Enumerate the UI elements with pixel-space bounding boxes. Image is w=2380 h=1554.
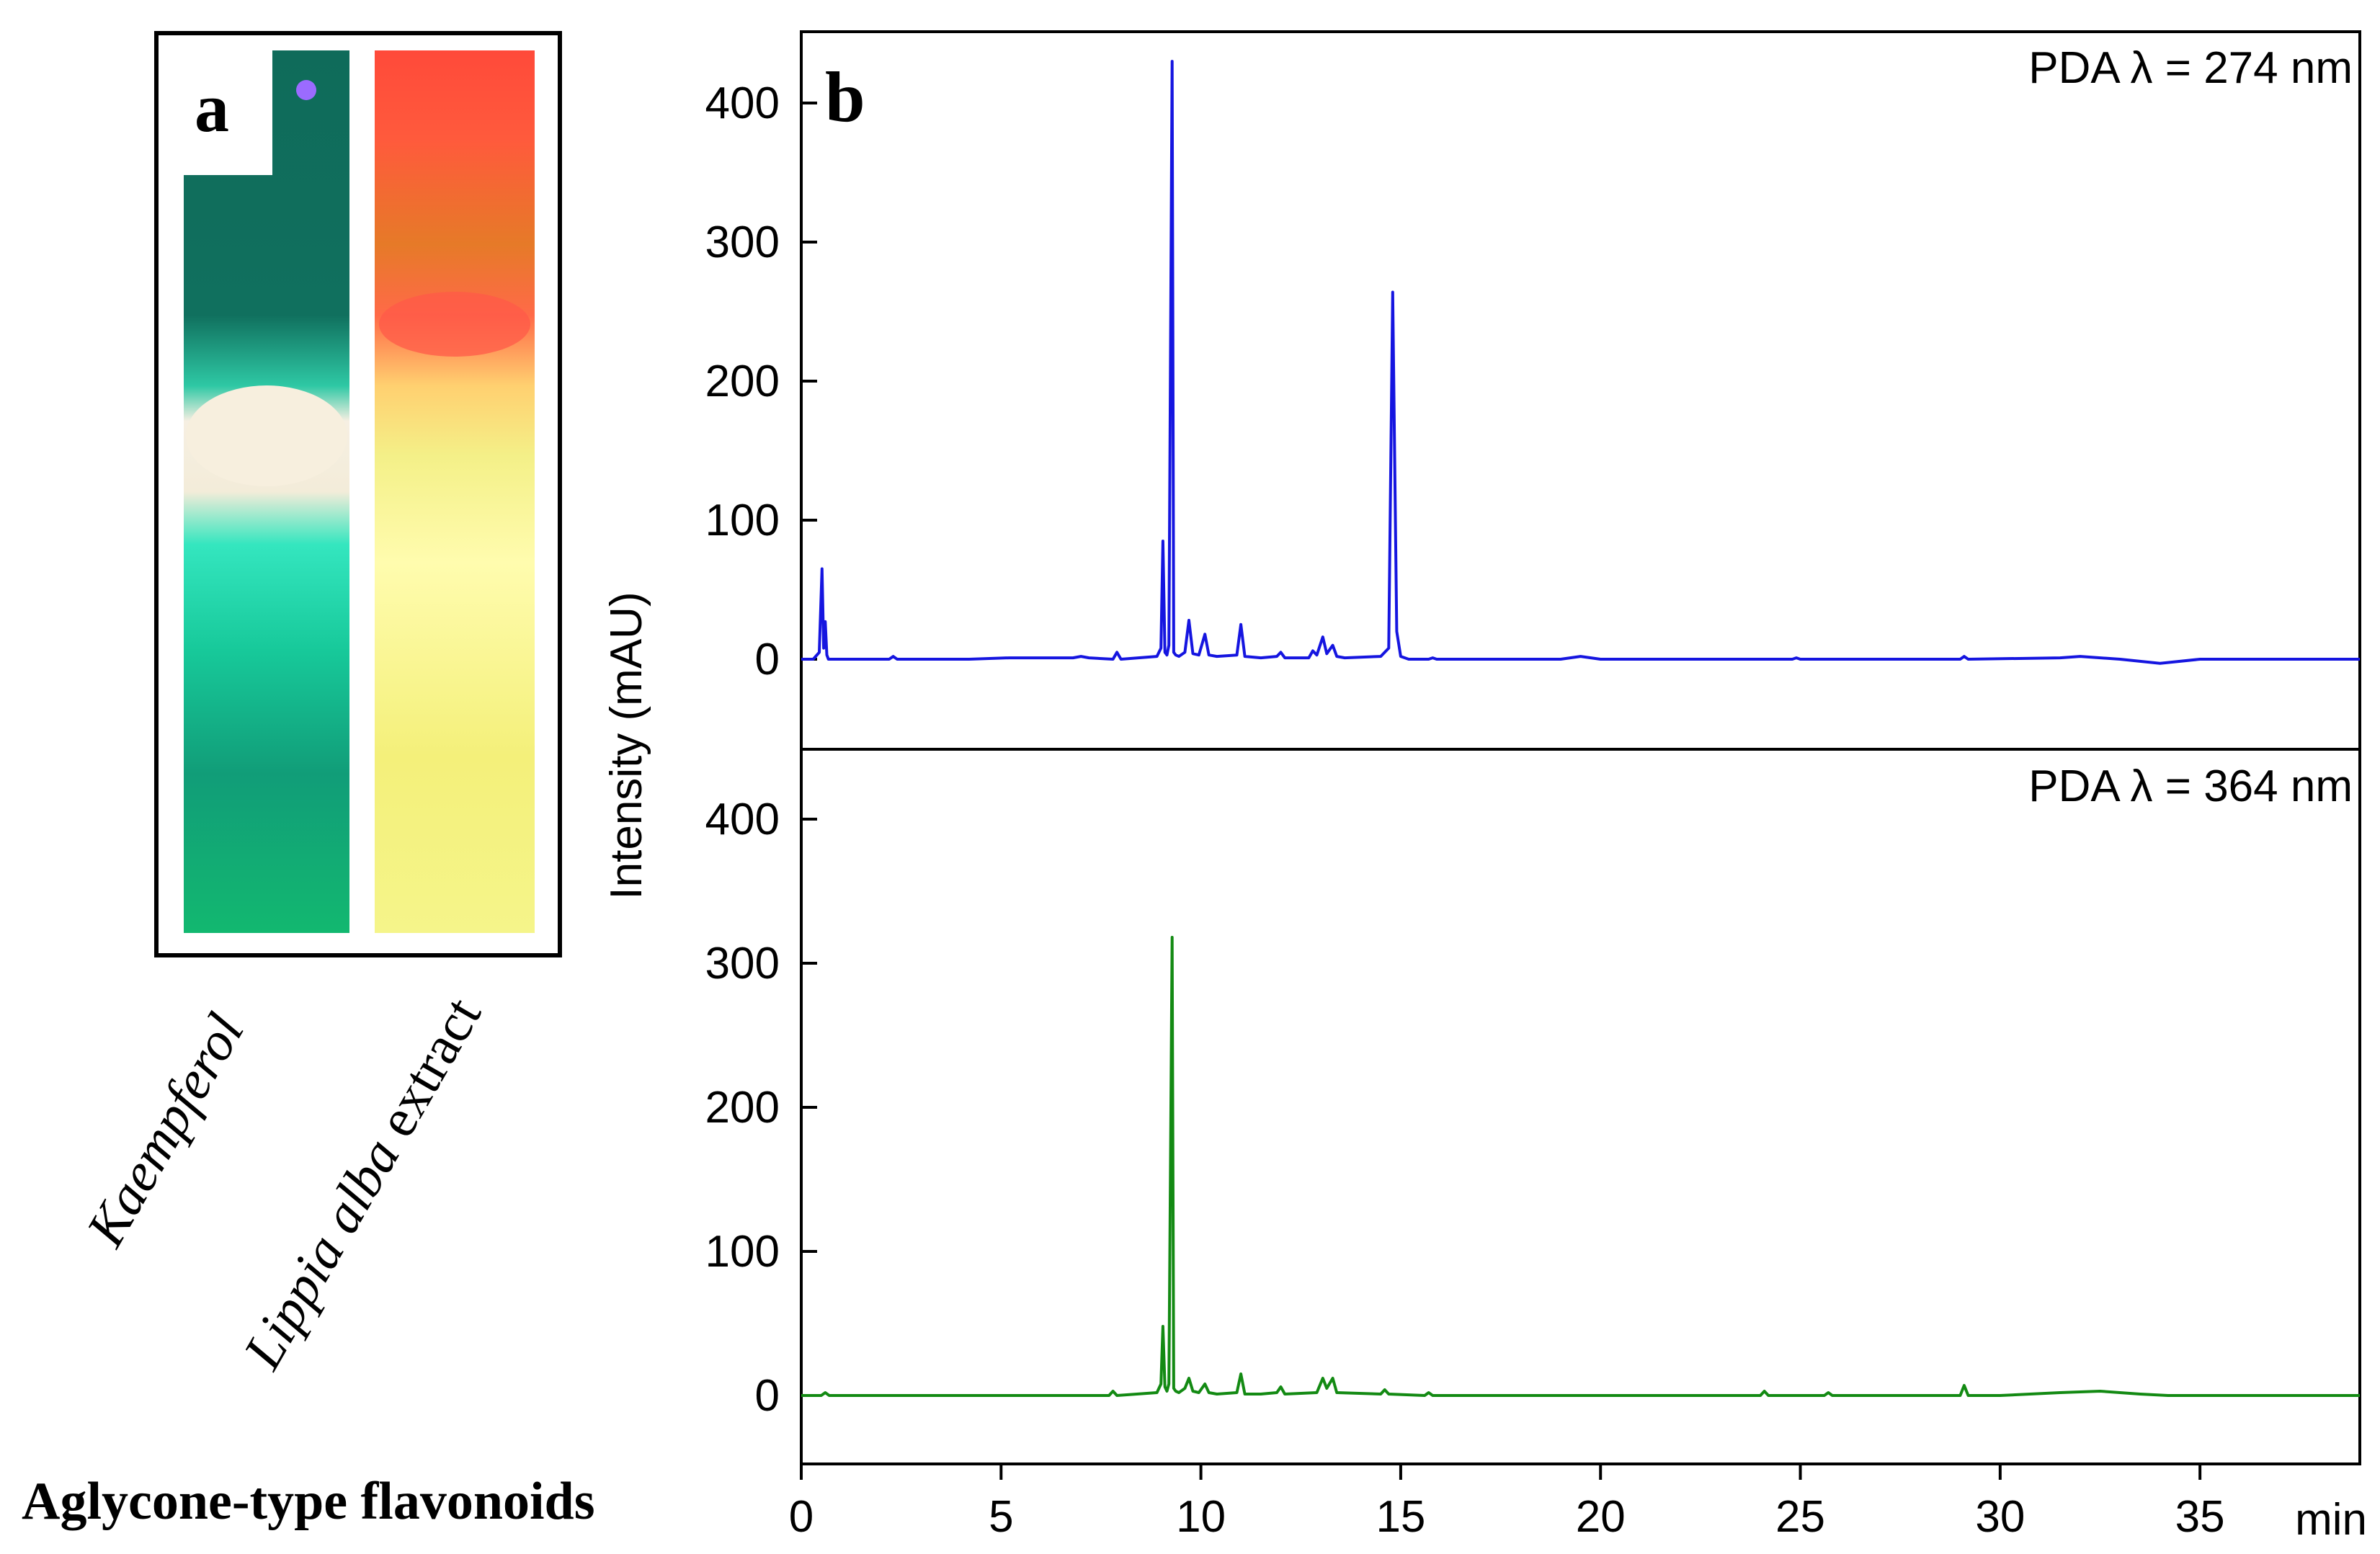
panel-a-label-box [182, 49, 272, 175]
x-tick-label: 10 [1176, 1492, 1226, 1542]
data-series [801, 60, 2360, 1397]
x-tick-label: 15 [1376, 1492, 1425, 1542]
tlc-lane-kaempferol [184, 50, 349, 933]
y-tick-label: 200 [705, 1083, 780, 1133]
axis-ticks: 0 100 200 300 400 0 100 200 300 400 0 5 10 15 20 25 30 35 [705, 79, 2225, 1542]
tlc-spot-top [296, 80, 316, 100]
panel-a-label: a [195, 69, 229, 146]
panel-a-caption: Aglycone-type flavonoids [22, 1472, 595, 1531]
tlc-panel: a Kaempferol Lippia alba extract Aglycon… [22, 31, 595, 1531]
x-axis-unit: min [2295, 1495, 2367, 1545]
x-tick-label: 30 [1975, 1492, 2025, 1542]
tlc-spot-kaempferol [186, 385, 347, 486]
tlc-spot-extract-red [379, 292, 530, 357]
y-axis-label: Intensity (mAU) [602, 591, 651, 899]
chart-panel: b PDA λ = 274 nm PDA λ = 364 nm Intensit… [602, 30, 2367, 1545]
tlc-lane-extract [375, 50, 535, 933]
panel-b-label: b [825, 57, 865, 137]
y-tick-label: 100 [705, 496, 780, 545]
y-tick-label: 300 [705, 939, 780, 988]
x-tick-label: 0 [789, 1492, 814, 1542]
series-line-364-nm [801, 936, 2360, 1397]
lane-label-extract: Lippia alba extract [231, 988, 492, 1380]
x-tick-label: 20 [1576, 1492, 1626, 1542]
lane-label-kaempferol: Kaempferol [74, 1004, 255, 1256]
series-line-274-nm [801, 60, 2360, 665]
y-tick-label: 0 [755, 1371, 780, 1421]
annotation-364: PDA λ = 364 nm [2028, 762, 2353, 811]
x-tick-label: 25 [1775, 1492, 1825, 1542]
annotation-274: PDA λ = 274 nm [2028, 43, 2353, 93]
y-tick-label: 100 [705, 1227, 780, 1277]
y-tick-label: 400 [705, 79, 780, 128]
y-tick-label: 0 [755, 635, 780, 684]
y-tick-label: 400 [705, 795, 780, 844]
x-tick-label: 35 [2175, 1492, 2225, 1542]
y-tick-label: 300 [705, 218, 780, 267]
x-tick-label: 5 [989, 1492, 1013, 1542]
y-tick-label: 200 [705, 357, 780, 406]
